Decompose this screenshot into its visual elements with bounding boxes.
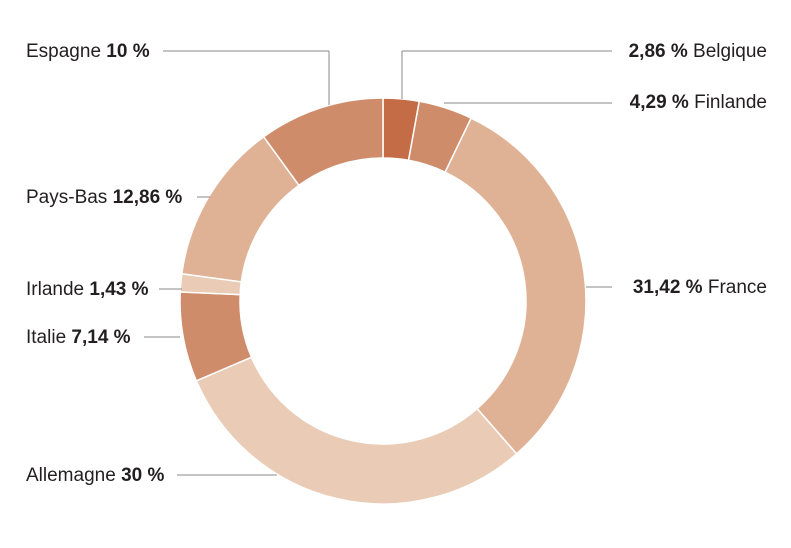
slice-name: Espagne xyxy=(26,41,101,62)
slice-name: Belgique xyxy=(693,41,767,62)
slice-value: 7,14 % xyxy=(71,327,130,348)
slice-label-france: 31,42 % France xyxy=(633,277,767,298)
slice-value: 31,42 % xyxy=(633,277,703,298)
slice-label-espagne: Espagne 10 % xyxy=(26,41,150,62)
slice-espagne xyxy=(262,97,384,187)
slice-name: Italie xyxy=(26,327,66,348)
slice-name: Allemagne xyxy=(26,465,116,486)
slice-label-finlande: 4,29 % Finlande xyxy=(630,92,767,113)
slice-label-pays-bas: Pays-Bas 12,86 % xyxy=(26,187,182,208)
slice-allemagne xyxy=(195,356,518,505)
slice-value: 10 % xyxy=(106,41,149,62)
slice-label-allemagne: Allemagne 30 % xyxy=(26,465,164,486)
slice-value: 2,86 % xyxy=(629,41,688,62)
slice-name: France xyxy=(708,277,767,298)
slice-label-italie: Italie 7,14 % xyxy=(26,327,131,348)
slice-labels: 2,86 % Belgique 4,29 % Finlande 31,42 % Fr… xyxy=(26,41,767,486)
slice-value: 4,29 % xyxy=(630,92,689,113)
slice-value: 12,86 % xyxy=(113,187,183,208)
slice-value: 1,43 % xyxy=(89,279,148,300)
slice-label-irlande: Irlande 1,43 % xyxy=(26,279,149,300)
slice-label-belgique: 2,86 % Belgique xyxy=(629,41,767,62)
slice-name: Irlande xyxy=(26,279,84,300)
slice-name: Pays-Bas xyxy=(26,187,107,208)
leader-lines xyxy=(144,50,612,476)
donut-slices xyxy=(179,97,587,505)
slice-name: Finlande xyxy=(694,92,767,113)
slice-france xyxy=(444,117,587,455)
slice-value: 30 % xyxy=(121,465,164,486)
